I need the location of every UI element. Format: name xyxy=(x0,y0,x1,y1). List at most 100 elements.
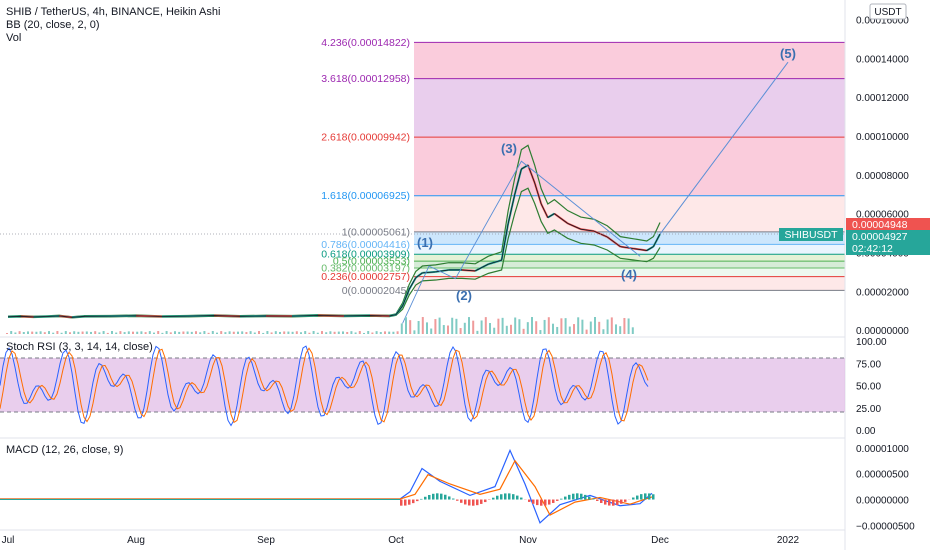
volume-bar xyxy=(598,321,601,334)
volume-bar xyxy=(514,317,517,334)
volume-bar xyxy=(81,331,84,334)
volume-bar xyxy=(295,331,298,334)
volume-bar xyxy=(329,331,332,334)
volume-bar xyxy=(497,318,500,334)
bb-indicator-label[interactable]: BB (20, close, 2, 0) xyxy=(6,19,100,31)
volume-bar xyxy=(174,331,176,334)
volume-bar xyxy=(615,324,617,334)
volume-bar xyxy=(333,331,336,334)
volume-bar xyxy=(325,332,328,334)
volume-bar xyxy=(161,332,164,334)
macd-histogram-bar xyxy=(652,494,655,500)
volume-bar xyxy=(430,328,433,334)
volume-bar xyxy=(396,331,399,334)
time-tick-label: Sep xyxy=(257,535,275,546)
macd-histogram-bar xyxy=(552,499,555,503)
wave-label: (2) xyxy=(456,288,472,303)
macd-tick-label: 0.00000000 xyxy=(856,496,909,507)
macd-series xyxy=(0,448,655,524)
volume-bar xyxy=(266,331,269,334)
macd-histogram-bar xyxy=(472,499,475,506)
volume-bar xyxy=(211,331,214,334)
volume-bar xyxy=(279,331,281,334)
volume-bar xyxy=(371,332,374,334)
volume-bar xyxy=(627,318,630,334)
macd-histogram-bar xyxy=(536,499,539,506)
macd-histogram-bar xyxy=(564,496,567,500)
macd-histogram-bar xyxy=(508,493,511,500)
volume-bar xyxy=(14,332,17,334)
volume-bar xyxy=(484,317,487,334)
volume-bar xyxy=(409,320,412,334)
time-tick-label: Dec xyxy=(651,535,669,546)
macd-histogram-bar xyxy=(440,493,443,500)
volume-bar xyxy=(589,321,592,334)
volume-bar xyxy=(148,331,151,334)
time-tick-label: Nov xyxy=(519,535,537,546)
volume-bar xyxy=(312,331,315,334)
vol-indicator-label[interactable]: Vol xyxy=(6,32,21,44)
currency-badge[interactable] xyxy=(869,3,907,20)
volume-bar xyxy=(157,331,160,334)
macd-histogram-bar xyxy=(640,494,643,500)
volume-bar xyxy=(119,331,122,334)
volume-bar xyxy=(505,325,508,334)
macd-histogram-bar xyxy=(452,498,455,500)
rsi-tick-label: 50.00 xyxy=(856,382,881,393)
macd-histogram-bar xyxy=(436,493,439,500)
macd-histogram-bar xyxy=(420,498,423,500)
volume-bar xyxy=(132,331,134,334)
fib-level-label: 2.618(0.00009942) xyxy=(321,132,410,144)
volume-bar xyxy=(573,324,575,334)
volume-bar xyxy=(447,325,449,334)
volume-bar xyxy=(379,332,382,334)
volume-bar xyxy=(518,319,521,334)
volume-bar xyxy=(602,329,605,334)
volume-bar xyxy=(35,331,38,334)
rsi-tick-label: 100.00 xyxy=(856,337,887,348)
macd-histogram-bar xyxy=(412,499,415,504)
fib-level-label: 0(0.00002045) xyxy=(342,285,410,297)
volume-bar xyxy=(375,331,378,334)
volume-bar xyxy=(6,333,8,334)
volume-bar xyxy=(287,331,290,334)
macd-histogram-bar xyxy=(596,499,599,501)
macd-histogram-bar xyxy=(428,494,431,500)
volume-bar xyxy=(535,321,538,334)
macd-histogram-bar xyxy=(504,493,507,500)
volume-bar xyxy=(585,329,588,334)
volume-bar xyxy=(358,331,361,334)
volume-bar xyxy=(224,332,227,334)
volume-bar xyxy=(207,332,210,334)
volume-bar xyxy=(300,332,302,334)
macd-histogram-bar xyxy=(612,499,615,506)
rsi-indicator-label[interactable]: Stoch RSI (3, 3, 14, 14, close) xyxy=(6,341,153,353)
volume-bar xyxy=(577,317,580,334)
macd-histogram-bar xyxy=(492,497,495,500)
volume-bar xyxy=(291,331,294,334)
rsi-tick-label: 25.00 xyxy=(856,404,881,415)
volume-bar xyxy=(543,319,546,334)
volume-bar xyxy=(392,331,395,334)
macd-histogram-bar xyxy=(560,498,563,500)
wave-path xyxy=(402,160,641,324)
volume-bar xyxy=(531,317,533,334)
volume-bar xyxy=(144,332,147,334)
macd-signal-line xyxy=(0,459,653,516)
volume-bar xyxy=(426,322,428,334)
macd-indicator-label[interactable]: MACD (12, 26, close, 9) xyxy=(6,444,123,456)
volume-bar xyxy=(203,331,206,334)
volume-bar xyxy=(564,318,567,334)
volume-bar xyxy=(547,317,550,334)
time-axis[interactable]: Jul Aug Sep Oct Nov Dec 2022 xyxy=(2,535,800,546)
volume-bar xyxy=(106,332,109,334)
price-axis[interactable]: 0.00016000 0.00014000 0.00012000 0.00010000… xyxy=(856,16,909,338)
volume-bar xyxy=(69,332,71,334)
macd-histogram-bar xyxy=(624,499,627,502)
time-tick-label: 2022 xyxy=(777,535,800,546)
volume-bar xyxy=(27,331,29,334)
volume-bar xyxy=(472,320,475,334)
volume-bar xyxy=(363,332,365,334)
